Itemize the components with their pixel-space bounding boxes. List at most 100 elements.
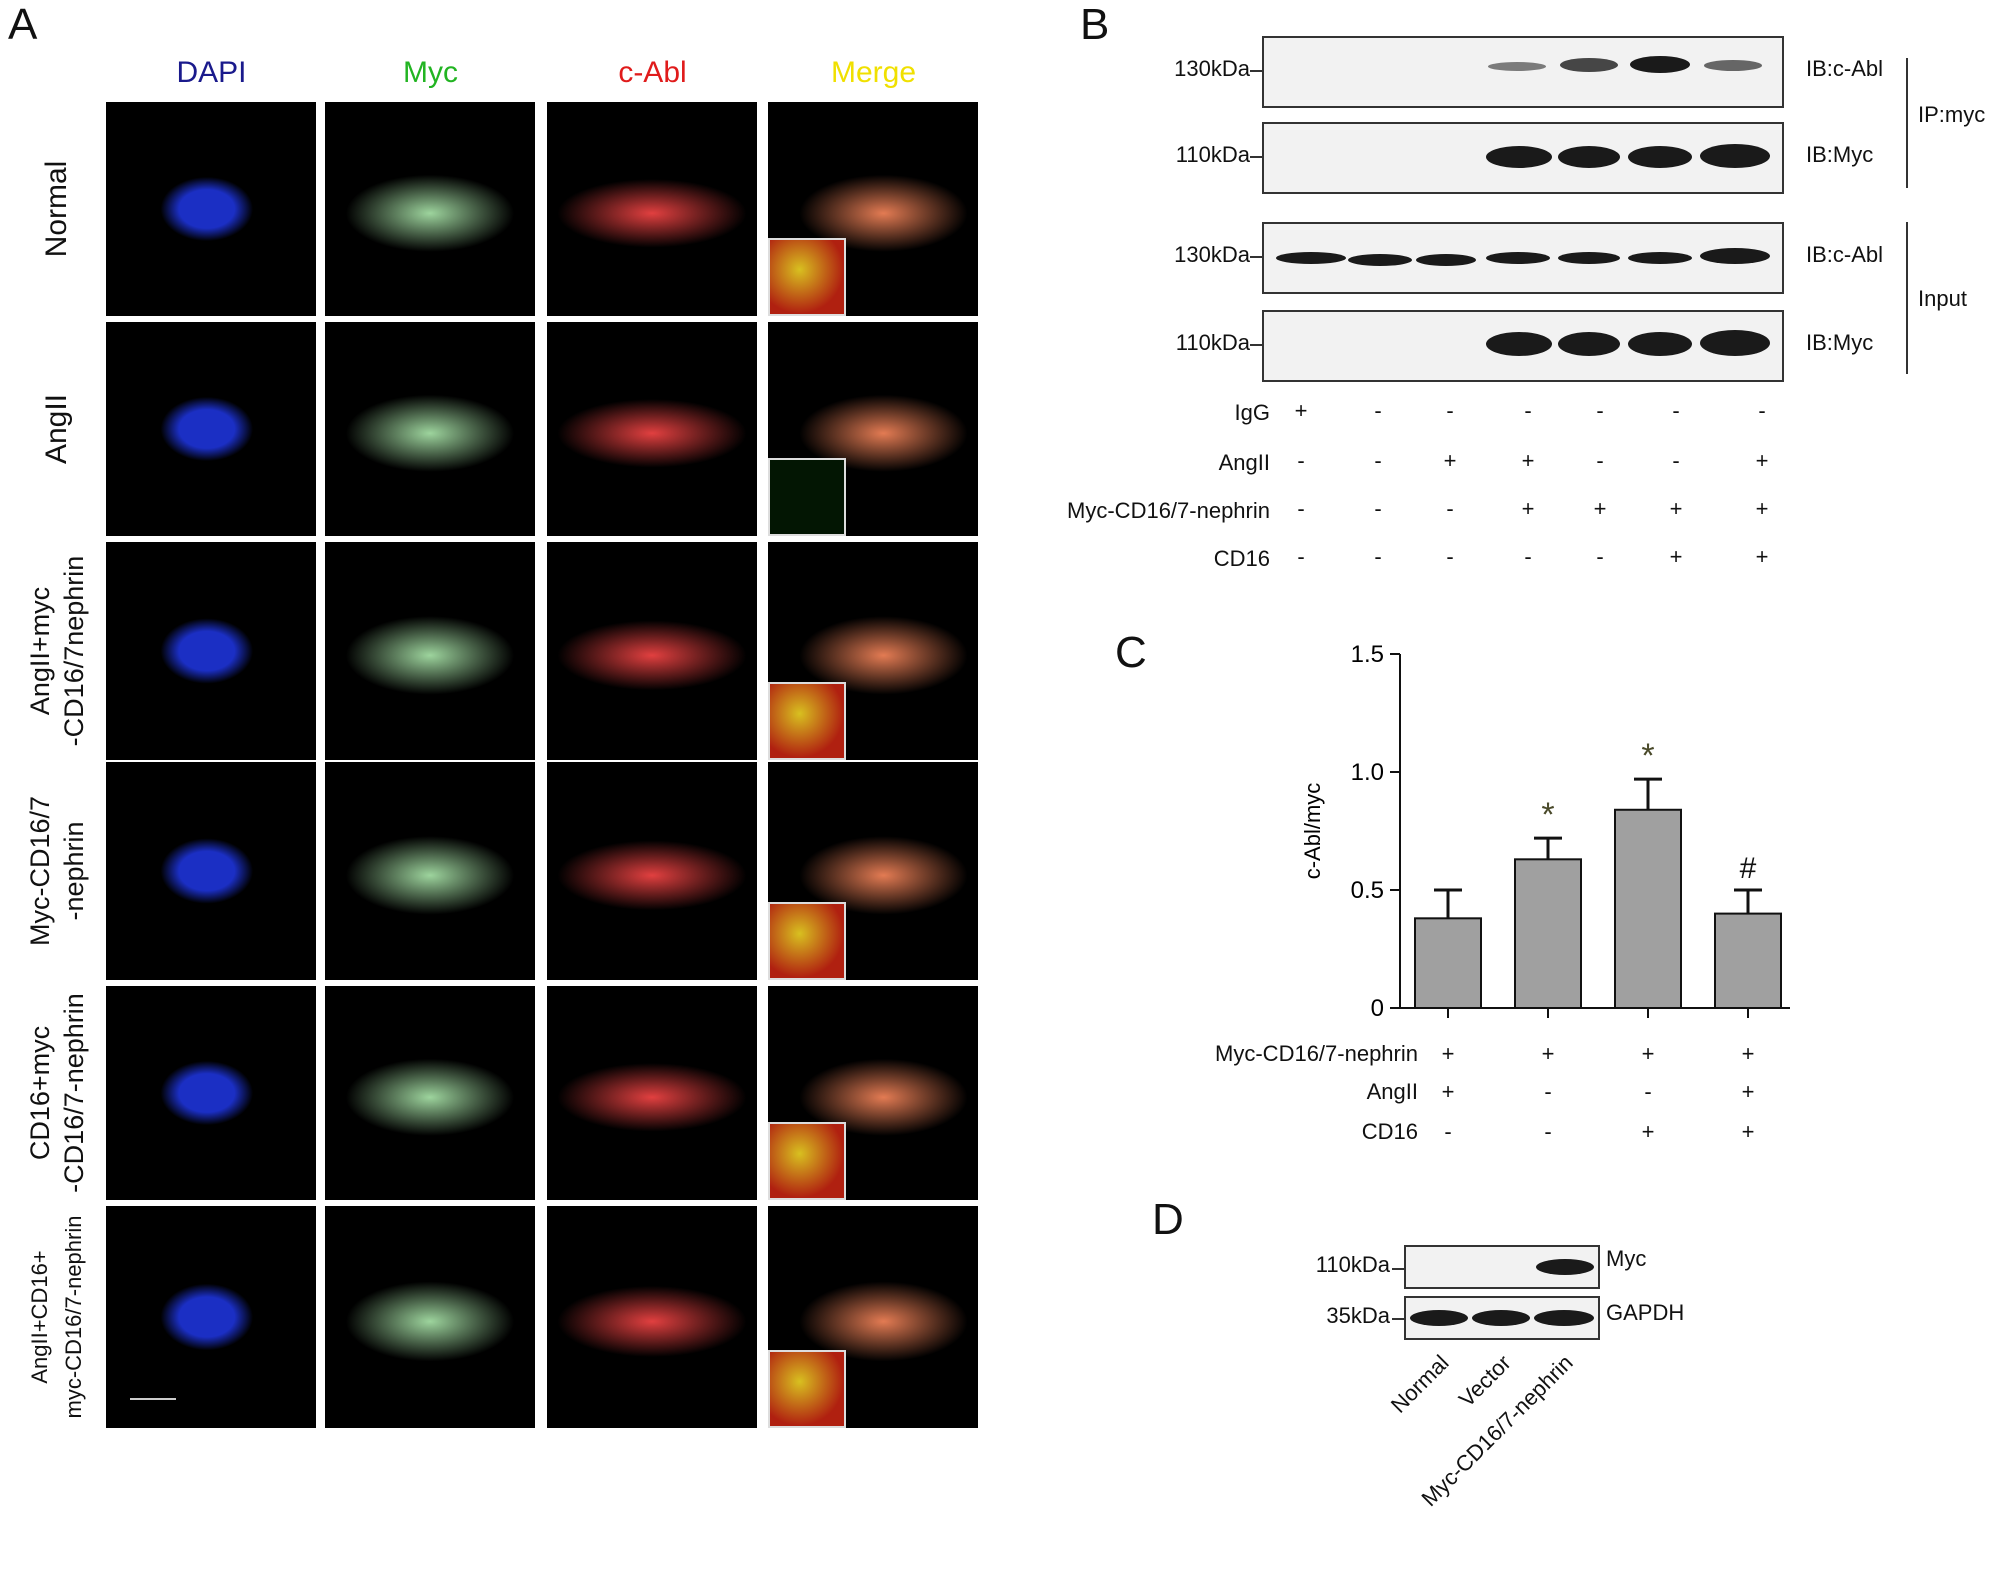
condition-sign: -: [1672, 398, 1680, 423]
condition-label-b-3: CD16: [1213, 546, 1270, 571]
column-header-1: Myc: [403, 56, 458, 89]
lane-label-0: Normal: [1385, 1350, 1454, 1418]
condition-sign: -: [1596, 448, 1604, 473]
panel-label-a: A: [8, 0, 38, 49]
bracket-input: [1906, 222, 1908, 374]
blot-d-myc: [1404, 1245, 1600, 1289]
condition-sign: -: [1374, 398, 1382, 423]
micrograph-r0-c2: [547, 102, 757, 316]
y-tick-label: 0.5: [1351, 877, 1384, 904]
condition-sign: +: [1294, 398, 1308, 423]
row-label-5: AngII+CD16+ myc-CD16/7-nephrin: [23, 1207, 93, 1427]
row-label-2: AngII+myc -CD16/7nephrin: [23, 541, 93, 761]
condition-sign: -: [1544, 1119, 1552, 1144]
micrograph-r1-c1: [325, 322, 535, 536]
micrograph-r1-c3: [768, 322, 978, 536]
zoom-inset: [768, 902, 846, 980]
kda-tick: [1250, 156, 1262, 158]
condition-label-c-2: CD16: [1361, 1119, 1418, 1144]
kda-label-d-1: 35kDa: [1326, 1303, 1390, 1328]
kda-label-b-1: 110kDa: [1175, 142, 1250, 167]
micrograph-r0-c3: [768, 102, 978, 316]
annotation-1: *: [1541, 796, 1554, 834]
condition-sign: +: [1521, 496, 1535, 521]
blot-d-label-gapdh: GAPDH: [1606, 1300, 1685, 1325]
condition-sign: -: [1596, 398, 1604, 423]
blot-ip-cabl: [1262, 36, 1784, 108]
condition-sign: +: [1741, 1079, 1755, 1104]
column-header-0: DAPI: [176, 56, 247, 89]
condition-sign: +: [1669, 544, 1683, 569]
zoom-inset: [768, 238, 846, 316]
condition-sign: +: [1641, 1119, 1655, 1144]
condition-sign: -: [1297, 496, 1305, 521]
blot-input-cabl: [1262, 222, 1784, 294]
row-label-3: Myc-CD16/7 -nephrin: [23, 761, 93, 981]
condition-sign: +: [1593, 496, 1607, 521]
micrograph-r3-c2: [547, 762, 757, 980]
annotation-2: *: [1641, 737, 1654, 775]
column-header-2: c-Abl: [618, 56, 687, 89]
row-label-1: AngII: [40, 319, 76, 539]
zoom-inset: [768, 682, 846, 760]
micrograph-r3-c0: [106, 762, 316, 980]
condition-sign: -: [1446, 496, 1454, 521]
bar-0: [1414, 917, 1482, 1010]
condition-sign: +: [1441, 1041, 1455, 1066]
micrograph-r2-c2: [547, 542, 757, 760]
condition-sign: +: [1669, 496, 1683, 521]
ib-label-1: IB:Myc: [1806, 142, 1874, 167]
ib-label-0: IB:c-Abl: [1806, 56, 1884, 81]
group-label-input: Input: [1918, 286, 1967, 311]
condition-sign: +: [1541, 1041, 1555, 1066]
condition-sign: -: [1524, 398, 1532, 423]
zoom-inset: [768, 1350, 846, 1428]
kda-tick: [1250, 70, 1262, 72]
micrograph-r0-c0: [106, 102, 316, 316]
micrograph-r1-c2: [547, 322, 757, 536]
micrograph-r5-c1: [325, 1206, 535, 1428]
condition-sign: +: [1741, 1041, 1755, 1066]
kda-tick: [1250, 344, 1262, 346]
ib-label-2: IB:c-Abl: [1806, 242, 1884, 267]
kda-tick: [1250, 256, 1262, 258]
scale-bar: [130, 1398, 176, 1400]
condition-sign: -: [1374, 496, 1382, 521]
row-label-line1: AngII+myc: [25, 586, 55, 716]
bar-chart-c: 0 0.5 1.0 1.5 c-Abl/myc * * #: [1300, 641, 1790, 1022]
row-label-line2: myc-CD16/7-nephrin: [61, 1215, 86, 1419]
row-label-line1: CD16+myc: [25, 1025, 55, 1161]
row-label-line1: AngII: [40, 393, 73, 465]
y-axis-label: c-Abl/myc: [1300, 783, 1325, 880]
ib-label-3: IB:Myc: [1806, 330, 1874, 355]
condition-sign: -: [1374, 544, 1382, 569]
bar-2: [1614, 808, 1682, 1009]
condition-sign: -: [1596, 544, 1604, 569]
micrograph-r5-c3: [768, 1206, 978, 1428]
micrograph-r4-c0: [106, 986, 316, 1200]
bracket-ip: [1906, 58, 1908, 188]
micrograph-r4-c1: [325, 986, 535, 1200]
condition-sign: -: [1446, 544, 1454, 569]
condition-label-b-0: IgG: [1234, 400, 1270, 425]
bar-1: [1514, 858, 1582, 1009]
condition-label-c-0: Myc-CD16/7-nephrin: [1215, 1041, 1418, 1066]
row-label-0: Normal: [40, 99, 76, 319]
row-label-line2: -CD16/7-nephrin: [59, 993, 89, 1193]
condition-label-b-1: AngII: [1218, 450, 1270, 475]
micrograph-r2-c1: [325, 542, 535, 760]
kda-label-b-0: 130kDa: [1174, 56, 1250, 81]
condition-sign: +: [1641, 1041, 1655, 1066]
condition-sign: +: [1741, 1119, 1755, 1144]
blot-d-gapdh: [1404, 1296, 1600, 1340]
micrograph-r3-c1: [325, 762, 535, 980]
micrograph-r4-c3: [768, 986, 978, 1200]
group-label-ip: IP:myc: [1918, 102, 1986, 127]
condition-sign: +: [1521, 448, 1535, 473]
y-tick-label: 1.0: [1351, 759, 1384, 786]
condition-sign: -: [1544, 1079, 1552, 1104]
condition-sign: +: [1755, 544, 1769, 569]
condition-sign: -: [1444, 1119, 1452, 1144]
micrograph-r1-c0: [106, 322, 316, 536]
condition-sign: +: [1755, 448, 1769, 473]
